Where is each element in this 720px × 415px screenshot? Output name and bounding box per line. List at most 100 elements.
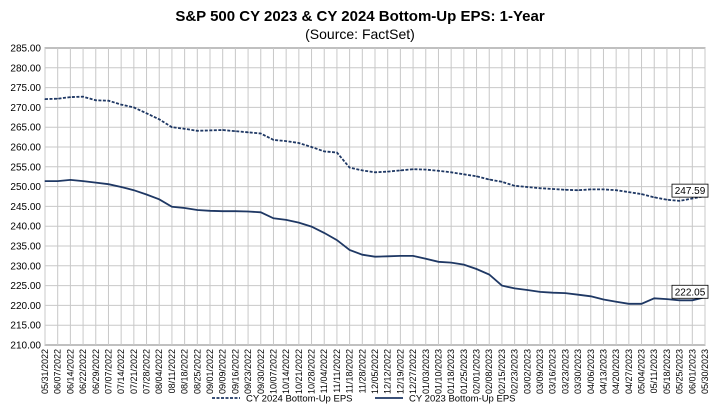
y-tick-label: 230.00 xyxy=(10,261,41,272)
x-tick-label: 06/01/2023 xyxy=(687,349,697,394)
data-point xyxy=(361,169,363,171)
x-tick-label: 08/18/2022 xyxy=(180,349,190,394)
data-point xyxy=(336,239,338,241)
data-point xyxy=(57,98,59,100)
x-tick-label: 06/22/2022 xyxy=(78,349,88,394)
data-point xyxy=(412,168,414,170)
data-point xyxy=(133,106,135,108)
data-point xyxy=(666,199,668,201)
data-point xyxy=(323,232,325,234)
data-point xyxy=(374,171,376,173)
y-tick-label: 240.00 xyxy=(10,222,41,233)
data-point xyxy=(69,96,71,98)
x-tick-label: 06/29/2022 xyxy=(91,349,101,394)
x-tick-label: 05/25/2023 xyxy=(675,349,685,394)
x-tick-label: 01/18/2023 xyxy=(446,349,456,394)
data-point xyxy=(285,140,287,142)
data-point xyxy=(171,206,173,208)
y-tick-label: 270.00 xyxy=(10,103,41,114)
end-value-label: 222.05 xyxy=(675,287,706,298)
x-tick-label: 09/01/2022 xyxy=(205,349,215,394)
data-point xyxy=(95,182,97,184)
data-point xyxy=(387,255,389,257)
data-point xyxy=(107,100,110,102)
data-point xyxy=(437,170,440,172)
data-point xyxy=(577,189,579,191)
data-point xyxy=(450,171,452,173)
x-tick-label: 12/19/2022 xyxy=(395,349,405,394)
data-point xyxy=(107,183,110,185)
y-tick-label: 215.00 xyxy=(10,321,41,332)
x-tick-label: 09/30/2022 xyxy=(256,349,266,394)
data-point xyxy=(463,264,465,266)
x-tick-label: 04/06/2023 xyxy=(586,349,596,394)
data-point xyxy=(222,210,224,212)
x-tick-label: 04/27/2023 xyxy=(624,349,634,394)
data-point xyxy=(450,262,452,264)
data-point xyxy=(260,211,262,213)
x-tick-label: 01/25/2023 xyxy=(459,349,469,394)
legend-label: CY 2024 Bottom-Up EPS xyxy=(246,394,353,405)
x-tick-label: 07/28/2022 xyxy=(142,349,152,394)
legend-label: CY 2023 Bottom-Up EPS xyxy=(409,394,516,405)
data-point xyxy=(349,249,351,251)
data-point xyxy=(158,118,160,120)
data-point xyxy=(475,175,478,177)
x-tick-label: 04/13/2023 xyxy=(598,349,608,394)
x-tick-label: 03/16/2023 xyxy=(548,349,558,394)
x-tick-label: 05/30/2023 xyxy=(700,349,710,394)
data-point xyxy=(691,197,693,200)
data-point xyxy=(145,193,148,196)
y-tick-label: 220.00 xyxy=(10,301,41,312)
data-point xyxy=(272,139,275,141)
y-tick-label: 255.00 xyxy=(10,162,41,173)
data-point xyxy=(399,169,401,171)
data-point xyxy=(501,181,503,183)
data-point xyxy=(514,287,516,289)
x-tick-label: 06/14/2022 xyxy=(65,349,75,394)
data-point xyxy=(184,128,186,130)
x-tick-label: 10/21/2022 xyxy=(294,349,304,394)
data-point xyxy=(526,186,528,188)
x-tick-label: 02/08/2023 xyxy=(484,349,494,394)
x-tick-label: 09/16/2022 xyxy=(230,349,240,394)
data-point xyxy=(590,188,592,190)
data-point xyxy=(298,222,300,224)
data-point xyxy=(526,289,528,291)
x-tick-label: 12/27/2022 xyxy=(408,349,418,394)
data-point xyxy=(679,299,681,301)
y-tick-label: 275.00 xyxy=(10,83,41,94)
data-point xyxy=(44,98,46,100)
x-tick-label: 09/23/2022 xyxy=(243,349,253,394)
data-point xyxy=(171,126,173,128)
data-point xyxy=(488,273,490,276)
data-point xyxy=(247,131,249,133)
data-point xyxy=(310,146,313,148)
data-point xyxy=(539,291,541,293)
data-point xyxy=(412,255,414,257)
data-point xyxy=(57,180,59,182)
x-tick-label: 12/12/2022 xyxy=(383,349,393,394)
x-tick-label: 03/02/2023 xyxy=(522,349,532,394)
data-point xyxy=(145,112,148,114)
data-point xyxy=(590,295,592,297)
data-point xyxy=(222,129,224,131)
data-point xyxy=(679,200,681,202)
data-point xyxy=(425,168,427,171)
data-point xyxy=(323,150,325,152)
x-tick-label: 01/10/2023 xyxy=(433,349,443,394)
x-tick-label: 08/25/2022 xyxy=(192,349,202,394)
data-point xyxy=(69,179,71,181)
x-tick-label: 02/23/2023 xyxy=(510,349,520,394)
data-point xyxy=(234,130,236,132)
x-tick-label: 03/30/2023 xyxy=(573,349,583,394)
x-tick-label: 05/18/2023 xyxy=(662,349,672,394)
data-point xyxy=(133,189,135,191)
data-point xyxy=(640,303,643,305)
data-point xyxy=(184,207,186,209)
x-tick-label: 02/15/2023 xyxy=(497,349,507,394)
x-tick-label: 11/04/2022 xyxy=(319,349,329,393)
chart-title: S&P 500 CY 2023 & CY 2024 Bottom-Up EPS:… xyxy=(175,8,545,25)
x-tick-label: 06/07/2022 xyxy=(53,349,63,394)
data-point xyxy=(463,173,465,175)
